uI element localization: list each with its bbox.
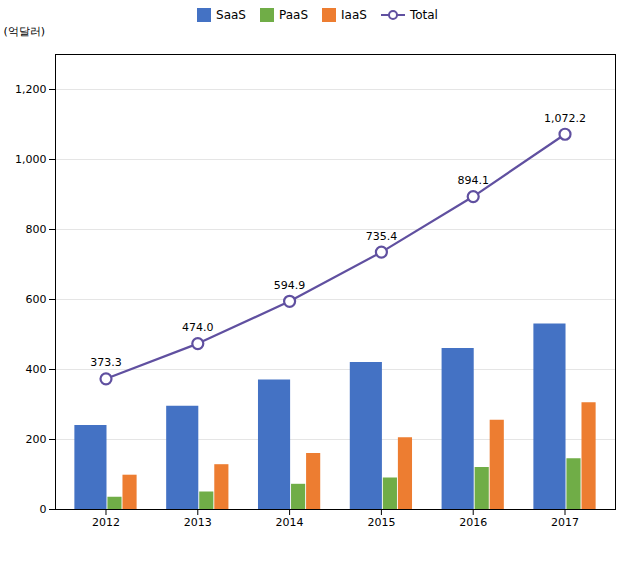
svg-text:373.3: 373.3: [90, 356, 122, 369]
svg-text:800: 800: [26, 223, 47, 236]
svg-text:2017: 2017: [551, 516, 579, 529]
html-text:SaaS: SaaS: [216, 8, 246, 22]
svg-text:594.9: 594.9: [274, 279, 306, 292]
svg-text:474.0: 474.0: [182, 321, 214, 334]
svg-text:2012: 2012: [92, 516, 120, 529]
svg-text:200: 200: [26, 433, 47, 446]
svg-text:(억달러): (억달러): [4, 25, 46, 38]
svg-text:2016: 2016: [459, 516, 487, 529]
svg-text:400: 400: [26, 363, 47, 376]
svg-text:2015: 2015: [367, 516, 395, 529]
svg-text:600: 600: [26, 293, 47, 306]
svg-text:1,000: 1,000: [15, 153, 47, 166]
svg-text:894.1: 894.1: [457, 174, 489, 187]
svg-text:735.4: 735.4: [366, 230, 398, 243]
svg-text:2013: 2013: [184, 516, 212, 529]
html-text:PaaS: PaaS: [279, 8, 308, 22]
svg-text:0: 0: [40, 503, 47, 516]
html-text:Total: Total: [409, 8, 438, 22]
svg-text:1,200: 1,200: [15, 83, 47, 96]
svg-text:1,072.2: 1,072.2: [544, 112, 586, 125]
html-text:IaaS: IaaS: [341, 8, 367, 22]
svg-text:2014: 2014: [276, 516, 304, 529]
